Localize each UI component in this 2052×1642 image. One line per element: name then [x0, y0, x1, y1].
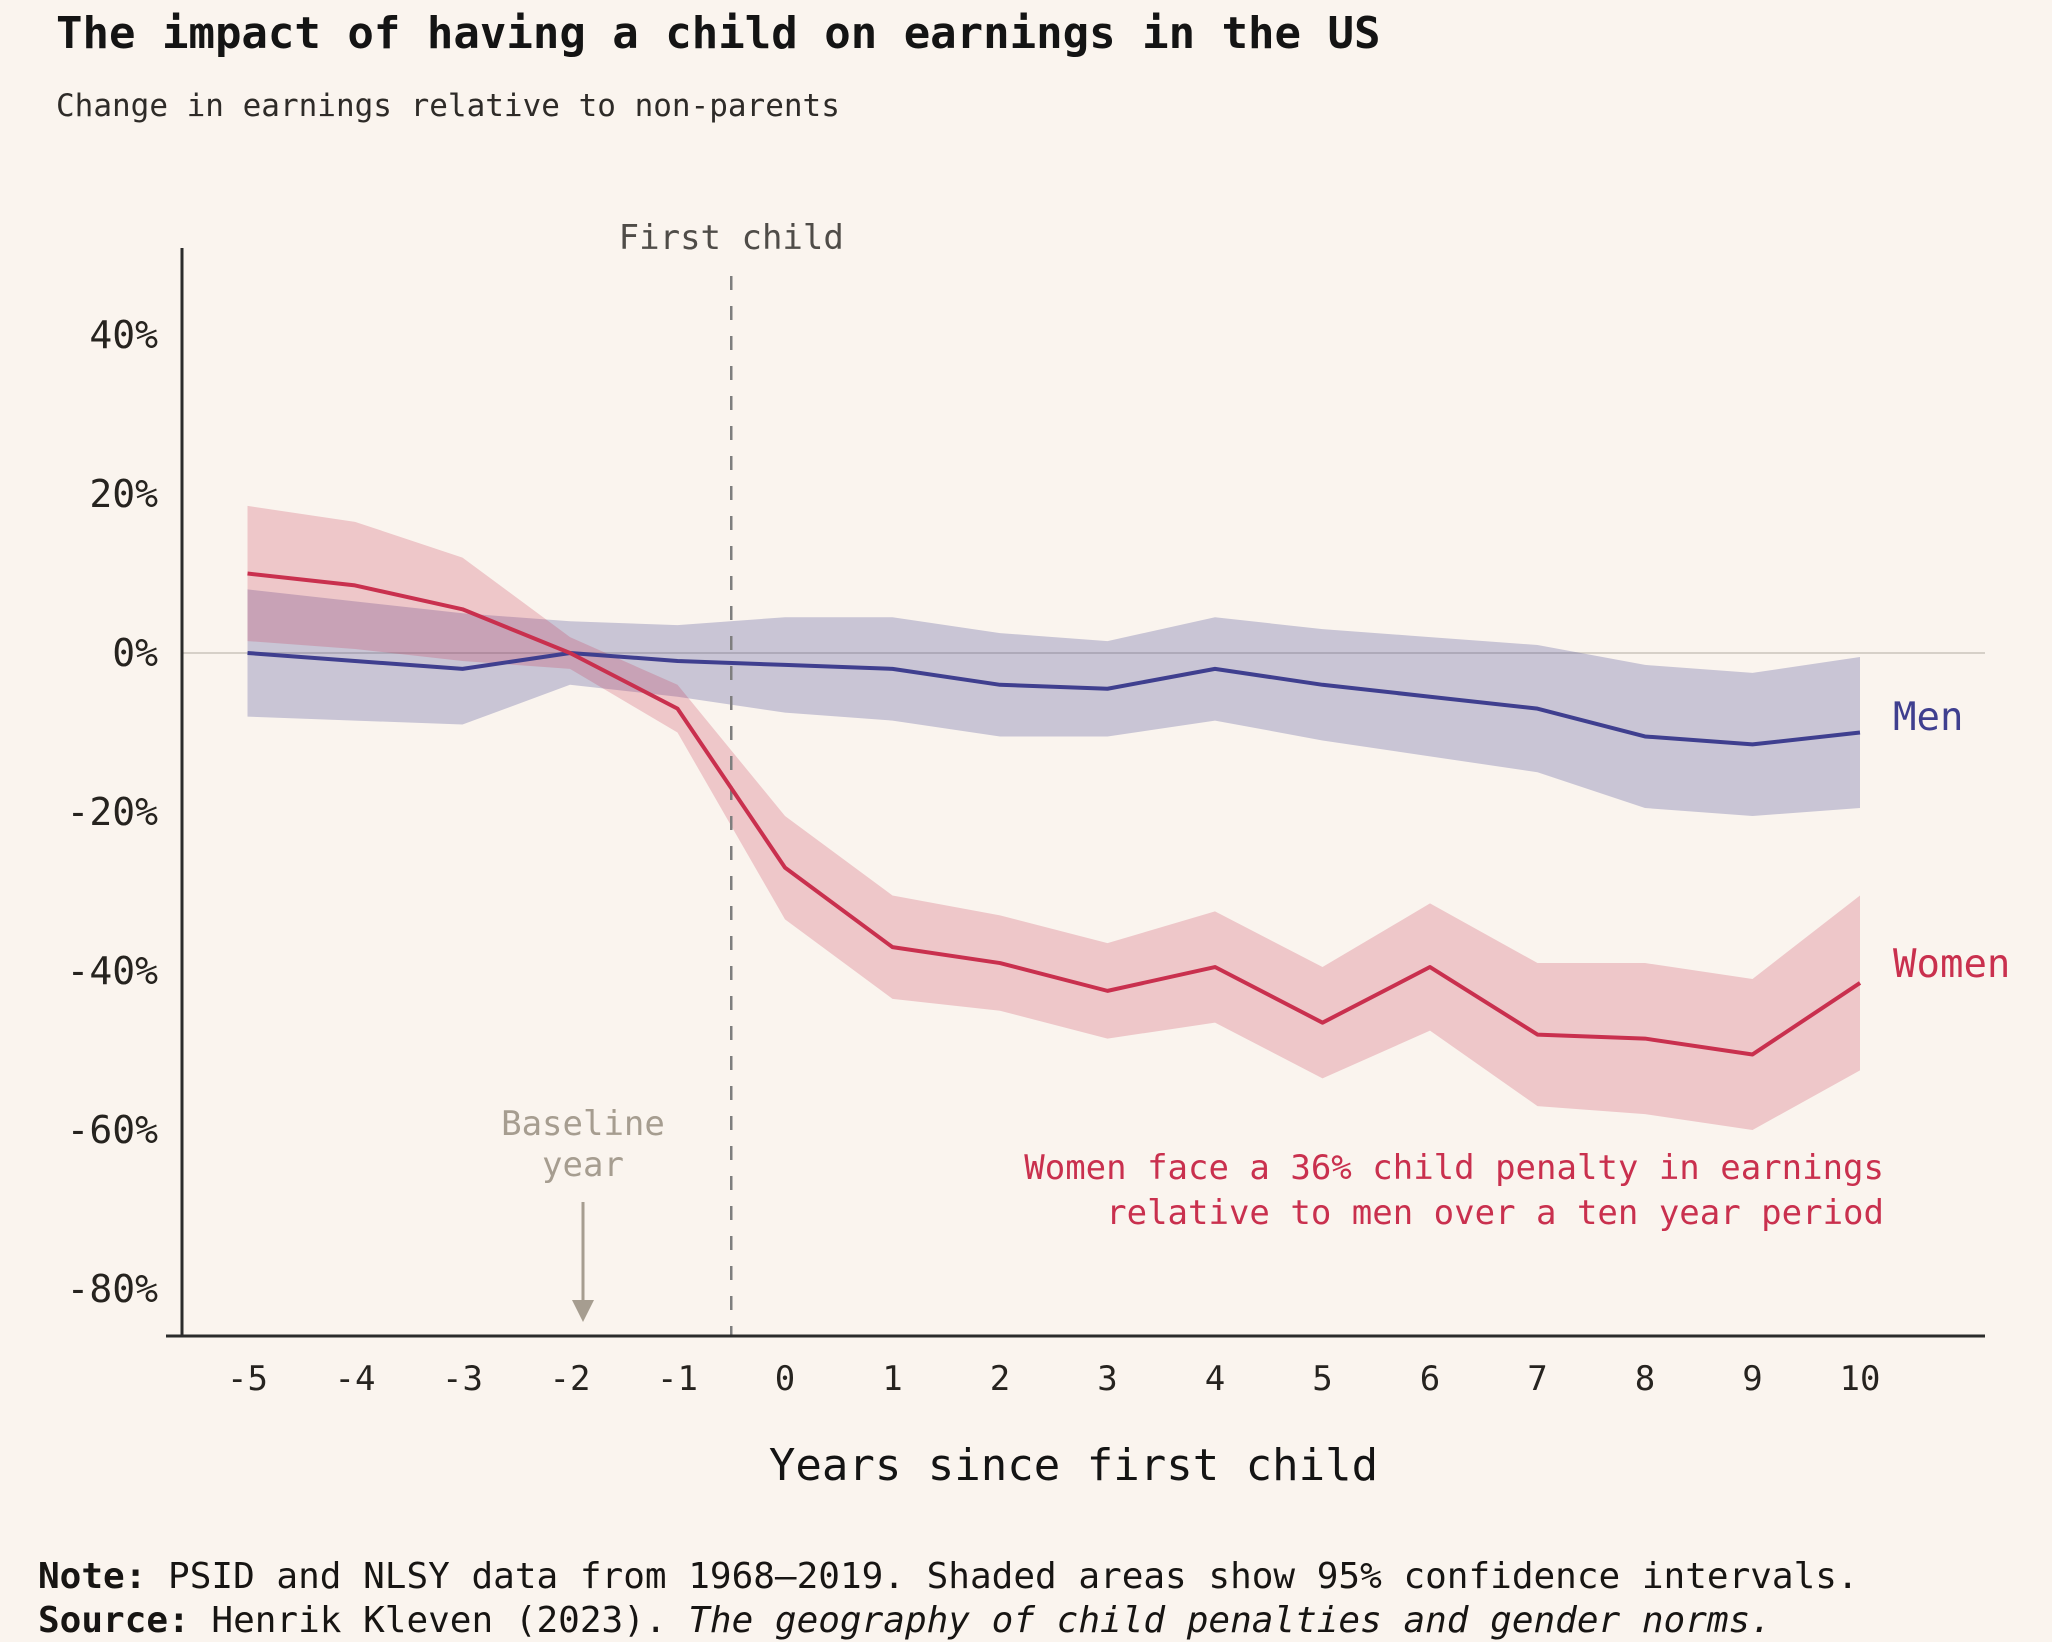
- x-tick-label: 2: [989, 1359, 1011, 1399]
- y-tick-label: -80%: [66, 1267, 158, 1311]
- baseline-year-line1: Baseline: [501, 1104, 665, 1144]
- y-tick-label: -20%: [66, 790, 158, 834]
- x-tick-label: 3: [1097, 1359, 1118, 1399]
- footer-note: Note: PSID and NLSY data from 1968–2019.…: [38, 1556, 1859, 1597]
- y-tick-label: 40%: [89, 313, 158, 357]
- first-child-annotation: First child: [618, 218, 844, 258]
- x-tick-label: 7: [1527, 1359, 1548, 1399]
- baseline-arrow-head: [572, 1300, 594, 1322]
- x-tick-label: 8: [1634, 1359, 1656, 1399]
- men-series-label: Men: [1893, 694, 1964, 740]
- x-tick-label: -3: [442, 1359, 483, 1399]
- x-tick-label: -5: [227, 1359, 268, 1399]
- x-tick-label: 0: [774, 1359, 796, 1399]
- men-line: [247, 651, 1861, 747]
- y-tick-label: -60%: [66, 1108, 158, 1152]
- x-tick-label: -2: [549, 1359, 591, 1399]
- footer-note-text: PSID and NLSY data from 1968–2019. Shade…: [146, 1556, 1859, 1597]
- y-tick-label: 0%: [112, 631, 158, 675]
- baseline-year-line2: year: [542, 1144, 624, 1185]
- women-series-label: Women: [1893, 941, 2011, 987]
- x-tick-label: -1: [657, 1359, 698, 1399]
- y-tick-label: -40%: [66, 949, 158, 993]
- x-tick-label: 4: [1204, 1359, 1226, 1399]
- child-penalty-line1: Women face a 36% child penalty in earnin…: [1024, 1148, 1884, 1188]
- page-title: The impact of having a child on earnings…: [56, 8, 1381, 59]
- x-tick-label: -4: [334, 1359, 376, 1399]
- baseline-year-annotation: Baseline year: [501, 1104, 665, 1186]
- footer-source-title: The geography of child penalties and gen…: [688, 1600, 1772, 1641]
- x-axis-title: Years since first child: [768, 1440, 1379, 1491]
- x-tick-label: 1: [882, 1359, 903, 1399]
- x-tick-label: 5: [1312, 1359, 1333, 1399]
- child-penalty-line2: relative to men over a ten year period: [1106, 1192, 1884, 1233]
- women-confidence-band: [247, 505, 1860, 1130]
- x-tick-label: 9: [1742, 1359, 1763, 1399]
- footer-note-label: Note:: [38, 1556, 147, 1597]
- x-tick-label: 6: [1419, 1359, 1441, 1399]
- footer-source-text: Henrik Kleven (2023).: [189, 1600, 689, 1641]
- y-tick-label: 20%: [89, 472, 158, 516]
- footer-source: Source: Henrik Kleven (2023). The geogra…: [38, 1600, 1772, 1641]
- men-confidence-band: [247, 589, 1860, 816]
- page-subtitle: Change in earnings relative to non-paren…: [56, 88, 840, 124]
- women-line: [247, 571, 1862, 1057]
- x-tick-label: 10: [1839, 1359, 1881, 1399]
- child-penalty-annotation: Women face a 36% child penalty in earnin…: [1024, 1146, 1884, 1236]
- footer-source-label: Source:: [38, 1600, 190, 1641]
